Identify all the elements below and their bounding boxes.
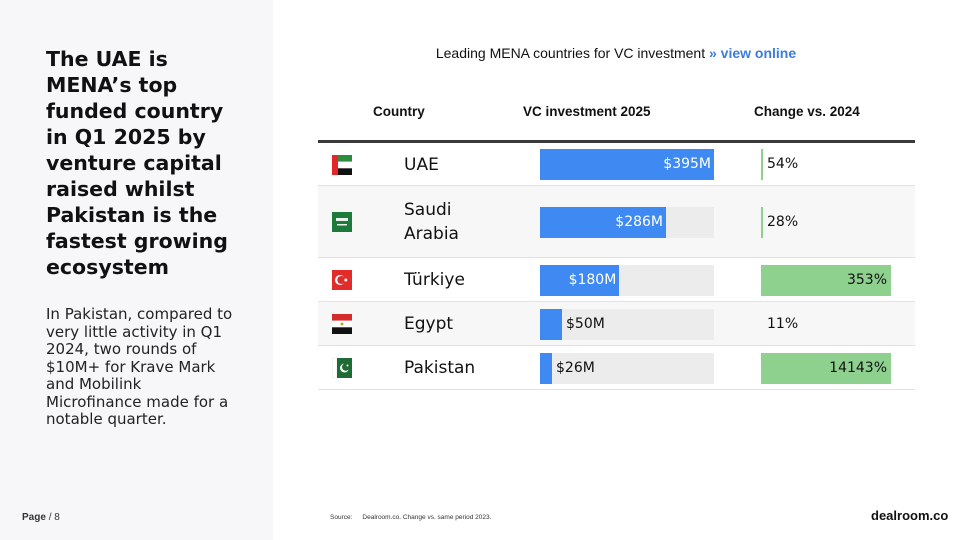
vc-investment-label: $26M [556, 359, 595, 376]
source-text: Dealroom.co. Change vs. same period 2023… [362, 514, 492, 521]
change-cell: 353% [761, 264, 891, 296]
table-row: Saudi Arabia $286M 28% [318, 186, 915, 258]
change-cell: 11% [761, 309, 891, 340]
change-bar [761, 149, 763, 180]
change-label: 14143% [829, 359, 887, 376]
egypt-flag-icon [332, 314, 352, 334]
view-online-link[interactable]: » view online [709, 45, 797, 61]
vc-investment-label: $286M [615, 213, 663, 230]
page-number: Page / 8 [22, 512, 60, 523]
source-note: Source: Dealroom.co. Change vs. same peri… [330, 514, 501, 521]
page-count: / 8 [48, 512, 60, 523]
chart-title-text: Leading MENA countries for VC investment [435, 45, 706, 61]
change-cell: 14143% [761, 352, 891, 384]
brand-logo: dealroom.co [871, 508, 949, 523]
vc-investment-label: $395M [663, 156, 711, 172]
country-name: UAE [404, 154, 439, 175]
change-bar [761, 352, 891, 384]
column-header-vc-investment: VC investment 2025 [523, 104, 651, 119]
change-cell: 54% [761, 149, 891, 180]
table-row: UAE $395M 54% [318, 143, 915, 186]
table-row: Egypt $50M 11% [318, 302, 915, 346]
vc-investment-bar-track: $26M [540, 352, 714, 384]
country-name: Pakistan [404, 358, 476, 378]
vc-investment-label: $180M [568, 271, 617, 288]
header-divider [318, 140, 915, 143]
saudi-arabia-flag-icon [332, 212, 352, 232]
vc-investment-bar-track: $50M [540, 308, 714, 340]
vc-investment-bar-track: $286M [540, 206, 714, 238]
chart-title: Leading MENA countries for VC investment… [318, 45, 914, 61]
country-name: Türkiye [404, 270, 465, 290]
left-panel: The UAE is MENA’s top funded country in … [0, 0, 273, 540]
table-row: Pakistan $26M 14143% [318, 346, 915, 390]
change-cell: 28% [761, 206, 891, 238]
body-text: In Pakistan, compared to very little act… [46, 305, 233, 428]
vc-investment-label: $50M [566, 315, 605, 332]
change-label: 28% [767, 213, 799, 230]
vc-investment-bar [540, 308, 563, 340]
pakistan-flag-icon [331, 357, 352, 379]
turkiye-flag-icon [332, 270, 352, 290]
column-header-country: Country [373, 104, 425, 119]
change-label: 54% [767, 156, 799, 172]
change-label: 353% [846, 271, 887, 288]
vc-investment-bar [540, 352, 552, 384]
change-bar [761, 206, 763, 238]
vc-investment-bar [540, 149, 714, 180]
column-header-change: Change vs. 2024 [754, 104, 860, 119]
change-bar [761, 264, 891, 296]
vc-investment-bar-track: $395M [540, 149, 714, 180]
country-name: Egypt [404, 314, 454, 334]
vc-investment-bar [540, 264, 620, 296]
source-label: Source: [330, 514, 353, 521]
vc-investment-bar [540, 206, 666, 238]
uae-flag-icon [332, 154, 352, 175]
change-label: 11% [767, 315, 799, 332]
vc-investment-bar-track: $180M [540, 264, 714, 296]
headline: The UAE is MENA’s top funded country in … [46, 47, 228, 279]
table-row: Türkiye $180M 353% [318, 258, 915, 302]
country-name: Saudi Arabia [404, 200, 459, 244]
page-label: Page [22, 512, 46, 523]
